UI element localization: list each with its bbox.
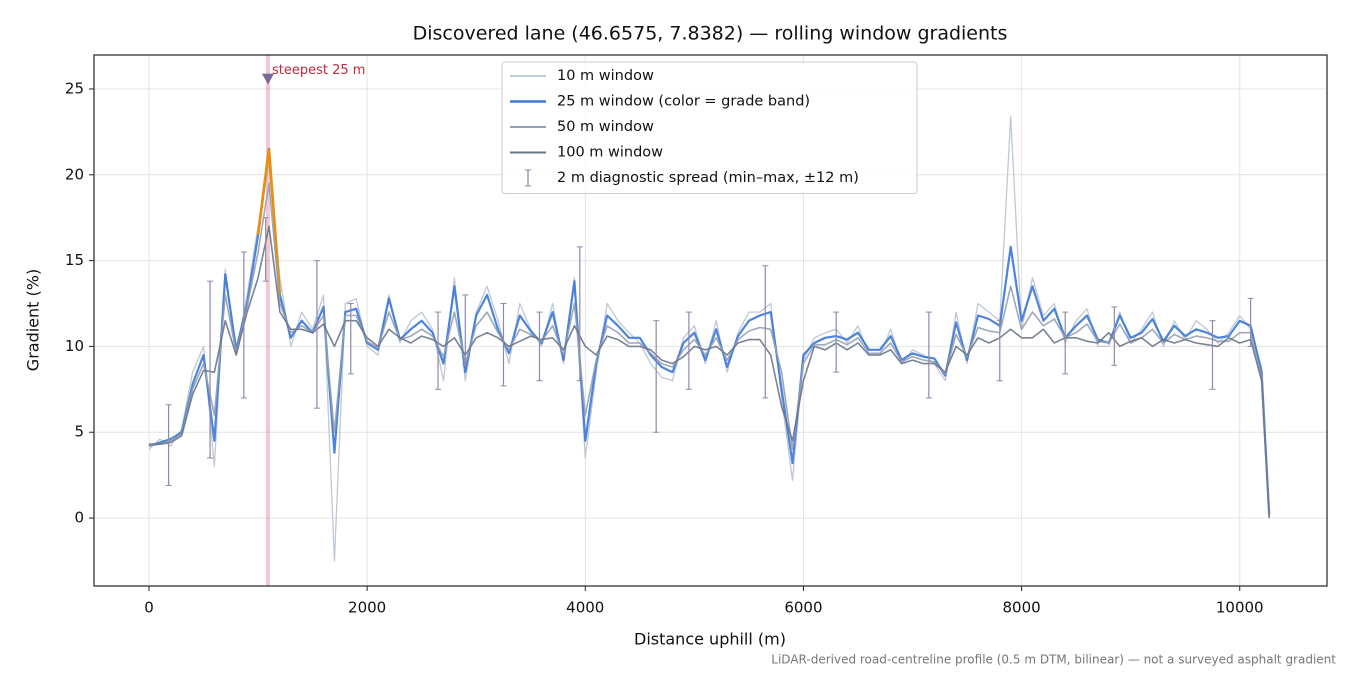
y-tick-label: 15 (65, 251, 84, 269)
chart-title: Discovered lane (46.6575, 7.8382) — roll… (413, 23, 1008, 45)
series-line (149, 225, 1270, 519)
x-axis-label: Distance uphill (m) (634, 630, 786, 649)
footnote: LiDAR-derived road-centreline profile (0… (771, 653, 1336, 667)
legend-label: 10 m window (557, 68, 654, 84)
legend-label: 50 m window (557, 119, 654, 135)
x-tick-label: 4000 (566, 599, 604, 617)
x-tick-label: 6000 (784, 599, 822, 617)
steepest-label: steepest 25 m (272, 63, 365, 78)
x-tick-label: 2000 (348, 599, 386, 617)
x-tick-label: 10000 (1216, 599, 1264, 617)
legend-label: 100 m window (557, 145, 663, 161)
legend-box (501, 61, 918, 194)
y-tick-label: 0 (74, 509, 84, 527)
series-line (148, 147, 1271, 515)
legend-label: 25 m window (color = grade band) (557, 94, 810, 110)
y-tick-label: 5 (74, 423, 84, 441)
series-line (148, 182, 1270, 517)
y-tick-label: 25 (65, 79, 84, 97)
grade-band-segment (256, 148, 271, 236)
highlight-band (265, 55, 270, 586)
x-tick-label: 0 (144, 599, 154, 617)
plot-frame (93, 54, 1328, 587)
y-tick-label: 10 (65, 337, 84, 355)
steepest-marker (261, 73, 274, 85)
y-axis-label: Gradient (%) (24, 269, 43, 371)
plot (148, 55, 1271, 586)
grade-band-segment (267, 148, 282, 296)
x-tick-label: 8000 (1002, 599, 1040, 617)
y-tick-label: 20 (65, 165, 84, 183)
legend-label: 2 m diagnostic spread (min–max, ±12 m) (557, 170, 859, 186)
